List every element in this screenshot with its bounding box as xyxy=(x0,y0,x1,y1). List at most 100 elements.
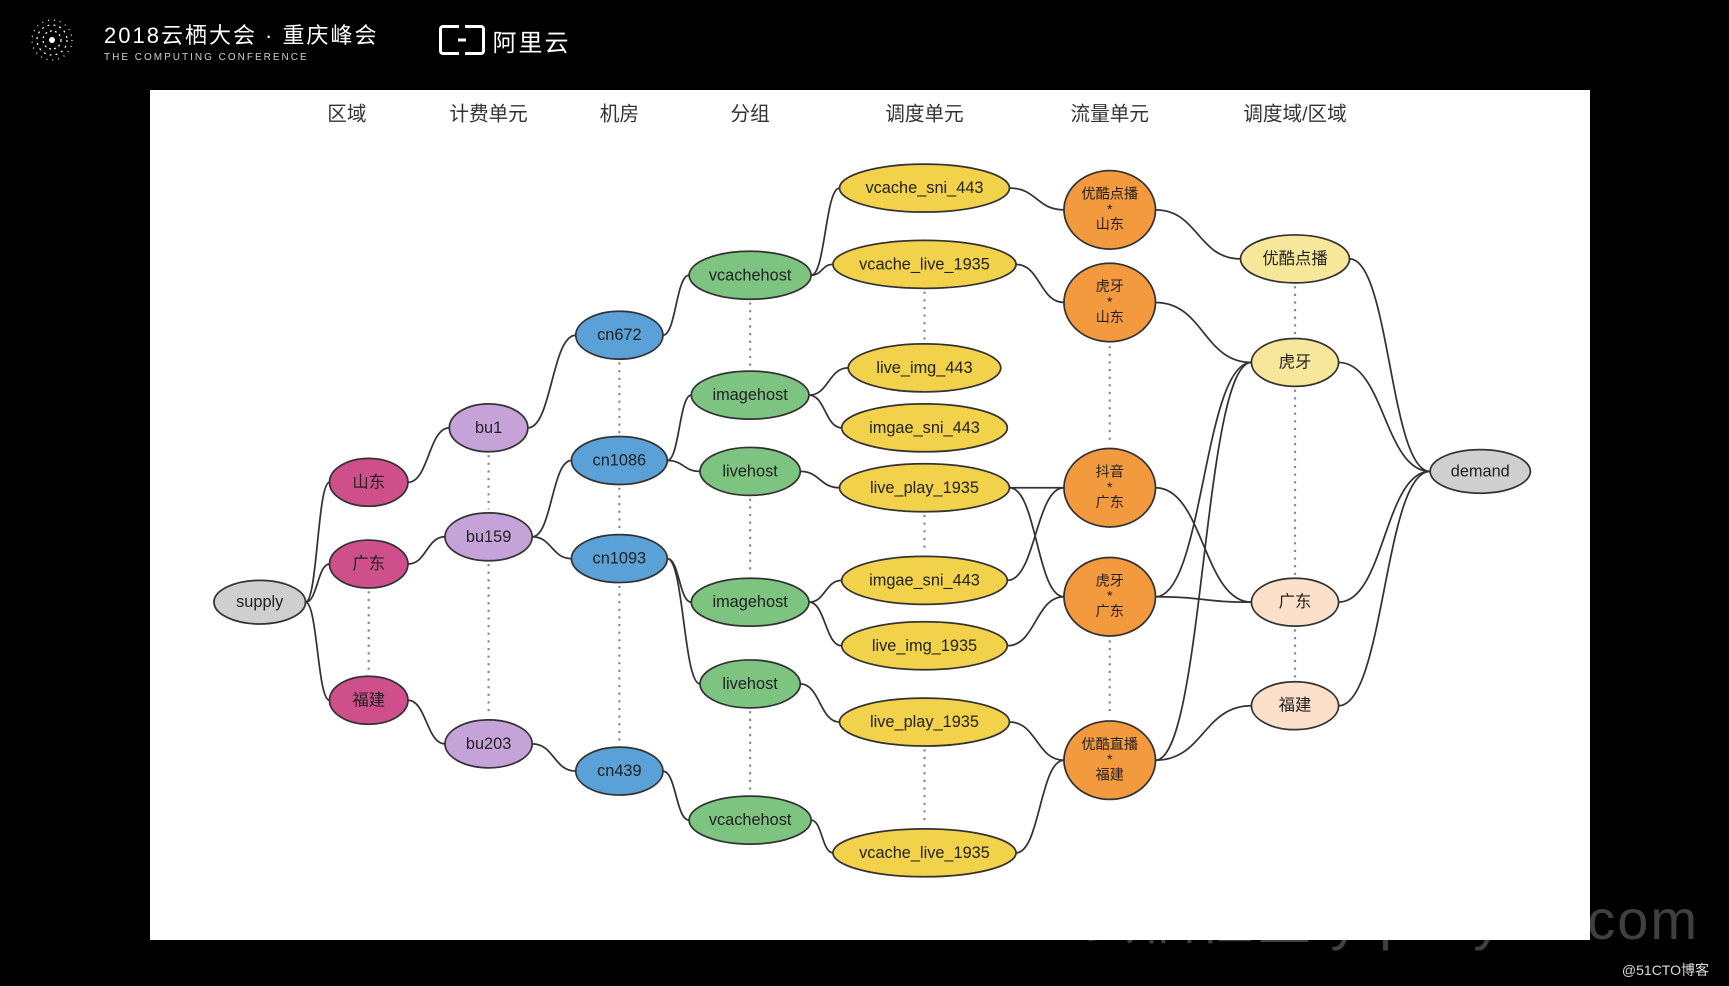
node-lp1935a: live_play_1935 xyxy=(839,464,1009,512)
node-label: livehost xyxy=(722,675,778,693)
brand-name: 阿里云 xyxy=(493,23,571,58)
node-vcachehost1: vcachehost xyxy=(689,251,811,299)
node-cn672: cn672 xyxy=(576,311,663,359)
node-label: 福建 xyxy=(1096,767,1124,783)
node-lp1935b: live_play_1935 xyxy=(839,698,1009,746)
node-label: * xyxy=(1107,752,1113,768)
node-label: 优酷点播 xyxy=(1081,187,1138,203)
node-label: bu203 xyxy=(466,735,511,753)
edge xyxy=(1349,259,1430,471)
node-imagehost1: imagehost xyxy=(691,371,809,419)
node-label: bu159 xyxy=(466,528,511,546)
node-li1935: live_img_1935 xyxy=(842,622,1008,670)
node-d_hy: 虎牙 xyxy=(1251,338,1338,386)
node-label: supply xyxy=(236,593,284,611)
node-label: 虎牙 xyxy=(1096,573,1124,589)
edge xyxy=(532,461,571,537)
node-label: cn1093 xyxy=(593,550,647,568)
column-label: 调度域/区域 xyxy=(1243,104,1347,126)
edge xyxy=(667,461,700,472)
column-label: 机房 xyxy=(600,104,639,126)
edge xyxy=(532,744,576,771)
edge xyxy=(1009,188,1063,210)
edge xyxy=(408,537,445,564)
edge xyxy=(1016,264,1064,302)
node-vl1935a: vcache_live_1935 xyxy=(833,240,1016,288)
edge xyxy=(663,275,689,335)
node-bu1: bu1 xyxy=(449,404,527,452)
header-subtitle: THE COMPUTING CONFERENCE xyxy=(104,52,379,63)
edge xyxy=(1009,722,1063,760)
node-bu203: bu203 xyxy=(445,720,532,768)
node-label: cn439 xyxy=(597,762,642,780)
node-label: imgae_sni_443 xyxy=(869,419,980,437)
node-demand: demand xyxy=(1430,450,1530,494)
edge xyxy=(809,602,842,646)
node-is443a: imgae_sni_443 xyxy=(842,404,1008,452)
node-cn439: cn439 xyxy=(576,747,663,795)
node-ykl_fj: 优酷直播*福建 xyxy=(1064,721,1156,799)
header-title-block: 2018云栖大会 · 重庆峰会 THE COMPUTING CONFERENCE xyxy=(104,18,379,63)
node-d_gd: 广东 xyxy=(1251,578,1338,626)
node-imagehost2: imagehost xyxy=(691,578,809,626)
node-is443b: imgae_sni_443 xyxy=(842,556,1008,604)
node-li443: live_img_443 xyxy=(848,344,1001,392)
node-label: imgae_sni_443 xyxy=(869,571,980,589)
node-label: imagehost xyxy=(712,593,788,611)
edge xyxy=(809,580,842,602)
brand-logo: 阿里云 xyxy=(439,23,571,58)
edge xyxy=(667,395,691,460)
edge xyxy=(528,335,576,428)
edge xyxy=(800,471,839,487)
edge xyxy=(1339,471,1431,602)
edge xyxy=(667,559,700,684)
node-dy_gd: 抖音*广东 xyxy=(1064,449,1156,527)
node-hy_sd: 虎牙*山东 xyxy=(1064,263,1156,341)
node-label: bu1 xyxy=(475,419,502,437)
edge xyxy=(1156,303,1252,363)
node-cn1093: cn1093 xyxy=(571,535,667,583)
node-label: live_play_1935 xyxy=(870,479,979,497)
edge xyxy=(809,395,842,428)
edge xyxy=(1009,488,1063,597)
conference-header: 2018云栖大会 · 重庆峰会 THE COMPUTING CONFERENCE… xyxy=(0,0,1729,80)
edge xyxy=(408,428,449,482)
edge xyxy=(1339,471,1431,705)
edge xyxy=(811,820,833,853)
edge xyxy=(408,700,445,744)
node-label: * xyxy=(1107,589,1113,605)
node-label: vcachehost xyxy=(709,811,792,829)
node-label: vcache_live_1935 xyxy=(859,255,990,273)
node-label: * xyxy=(1107,295,1113,311)
node-label: cn1086 xyxy=(593,452,647,470)
node-label: livehost xyxy=(722,462,778,480)
node-label: 抖音 xyxy=(1096,464,1124,481)
edge xyxy=(1156,210,1241,259)
node-label: * xyxy=(1107,202,1113,218)
edge xyxy=(1156,362,1252,760)
node-label: 山东 xyxy=(1096,310,1124,326)
node-hy_gd: 虎牙*广东 xyxy=(1064,558,1156,636)
node-label: 广东 xyxy=(1279,593,1312,611)
node-label: 优酷直播 xyxy=(1081,736,1138,753)
credit: @51CTO博客 xyxy=(1622,960,1709,980)
node-label: 广东 xyxy=(1096,495,1124,511)
diagram-canvas: supply demand 山东广东福建 bu1 bu159 bu203 cn672 cn10… xyxy=(150,90,1590,940)
node-label: 广东 xyxy=(1096,604,1124,620)
column-label: 分组 xyxy=(731,104,770,126)
column-label: 计费单元 xyxy=(449,104,527,126)
node-label: 福建 xyxy=(1279,697,1312,715)
edge xyxy=(306,602,330,700)
edge xyxy=(1016,760,1064,853)
node-label: 广东 xyxy=(352,555,385,573)
node-d_fj: 福建 xyxy=(1251,682,1338,730)
node-label: demand xyxy=(1451,462,1510,480)
node-label: 山东 xyxy=(352,473,385,491)
node-label: live_img_1935 xyxy=(872,637,977,655)
network-diagram: supply demand 山东广东福建 bu1 bu159 bu203 cn672 cn10… xyxy=(150,90,1590,940)
node-label: vcache_sni_443 xyxy=(865,179,983,197)
node-label: vcachehost xyxy=(709,266,792,284)
edge xyxy=(1339,362,1431,471)
node-supply: supply xyxy=(214,580,306,624)
node-label: vcache_live_1935 xyxy=(859,844,990,862)
